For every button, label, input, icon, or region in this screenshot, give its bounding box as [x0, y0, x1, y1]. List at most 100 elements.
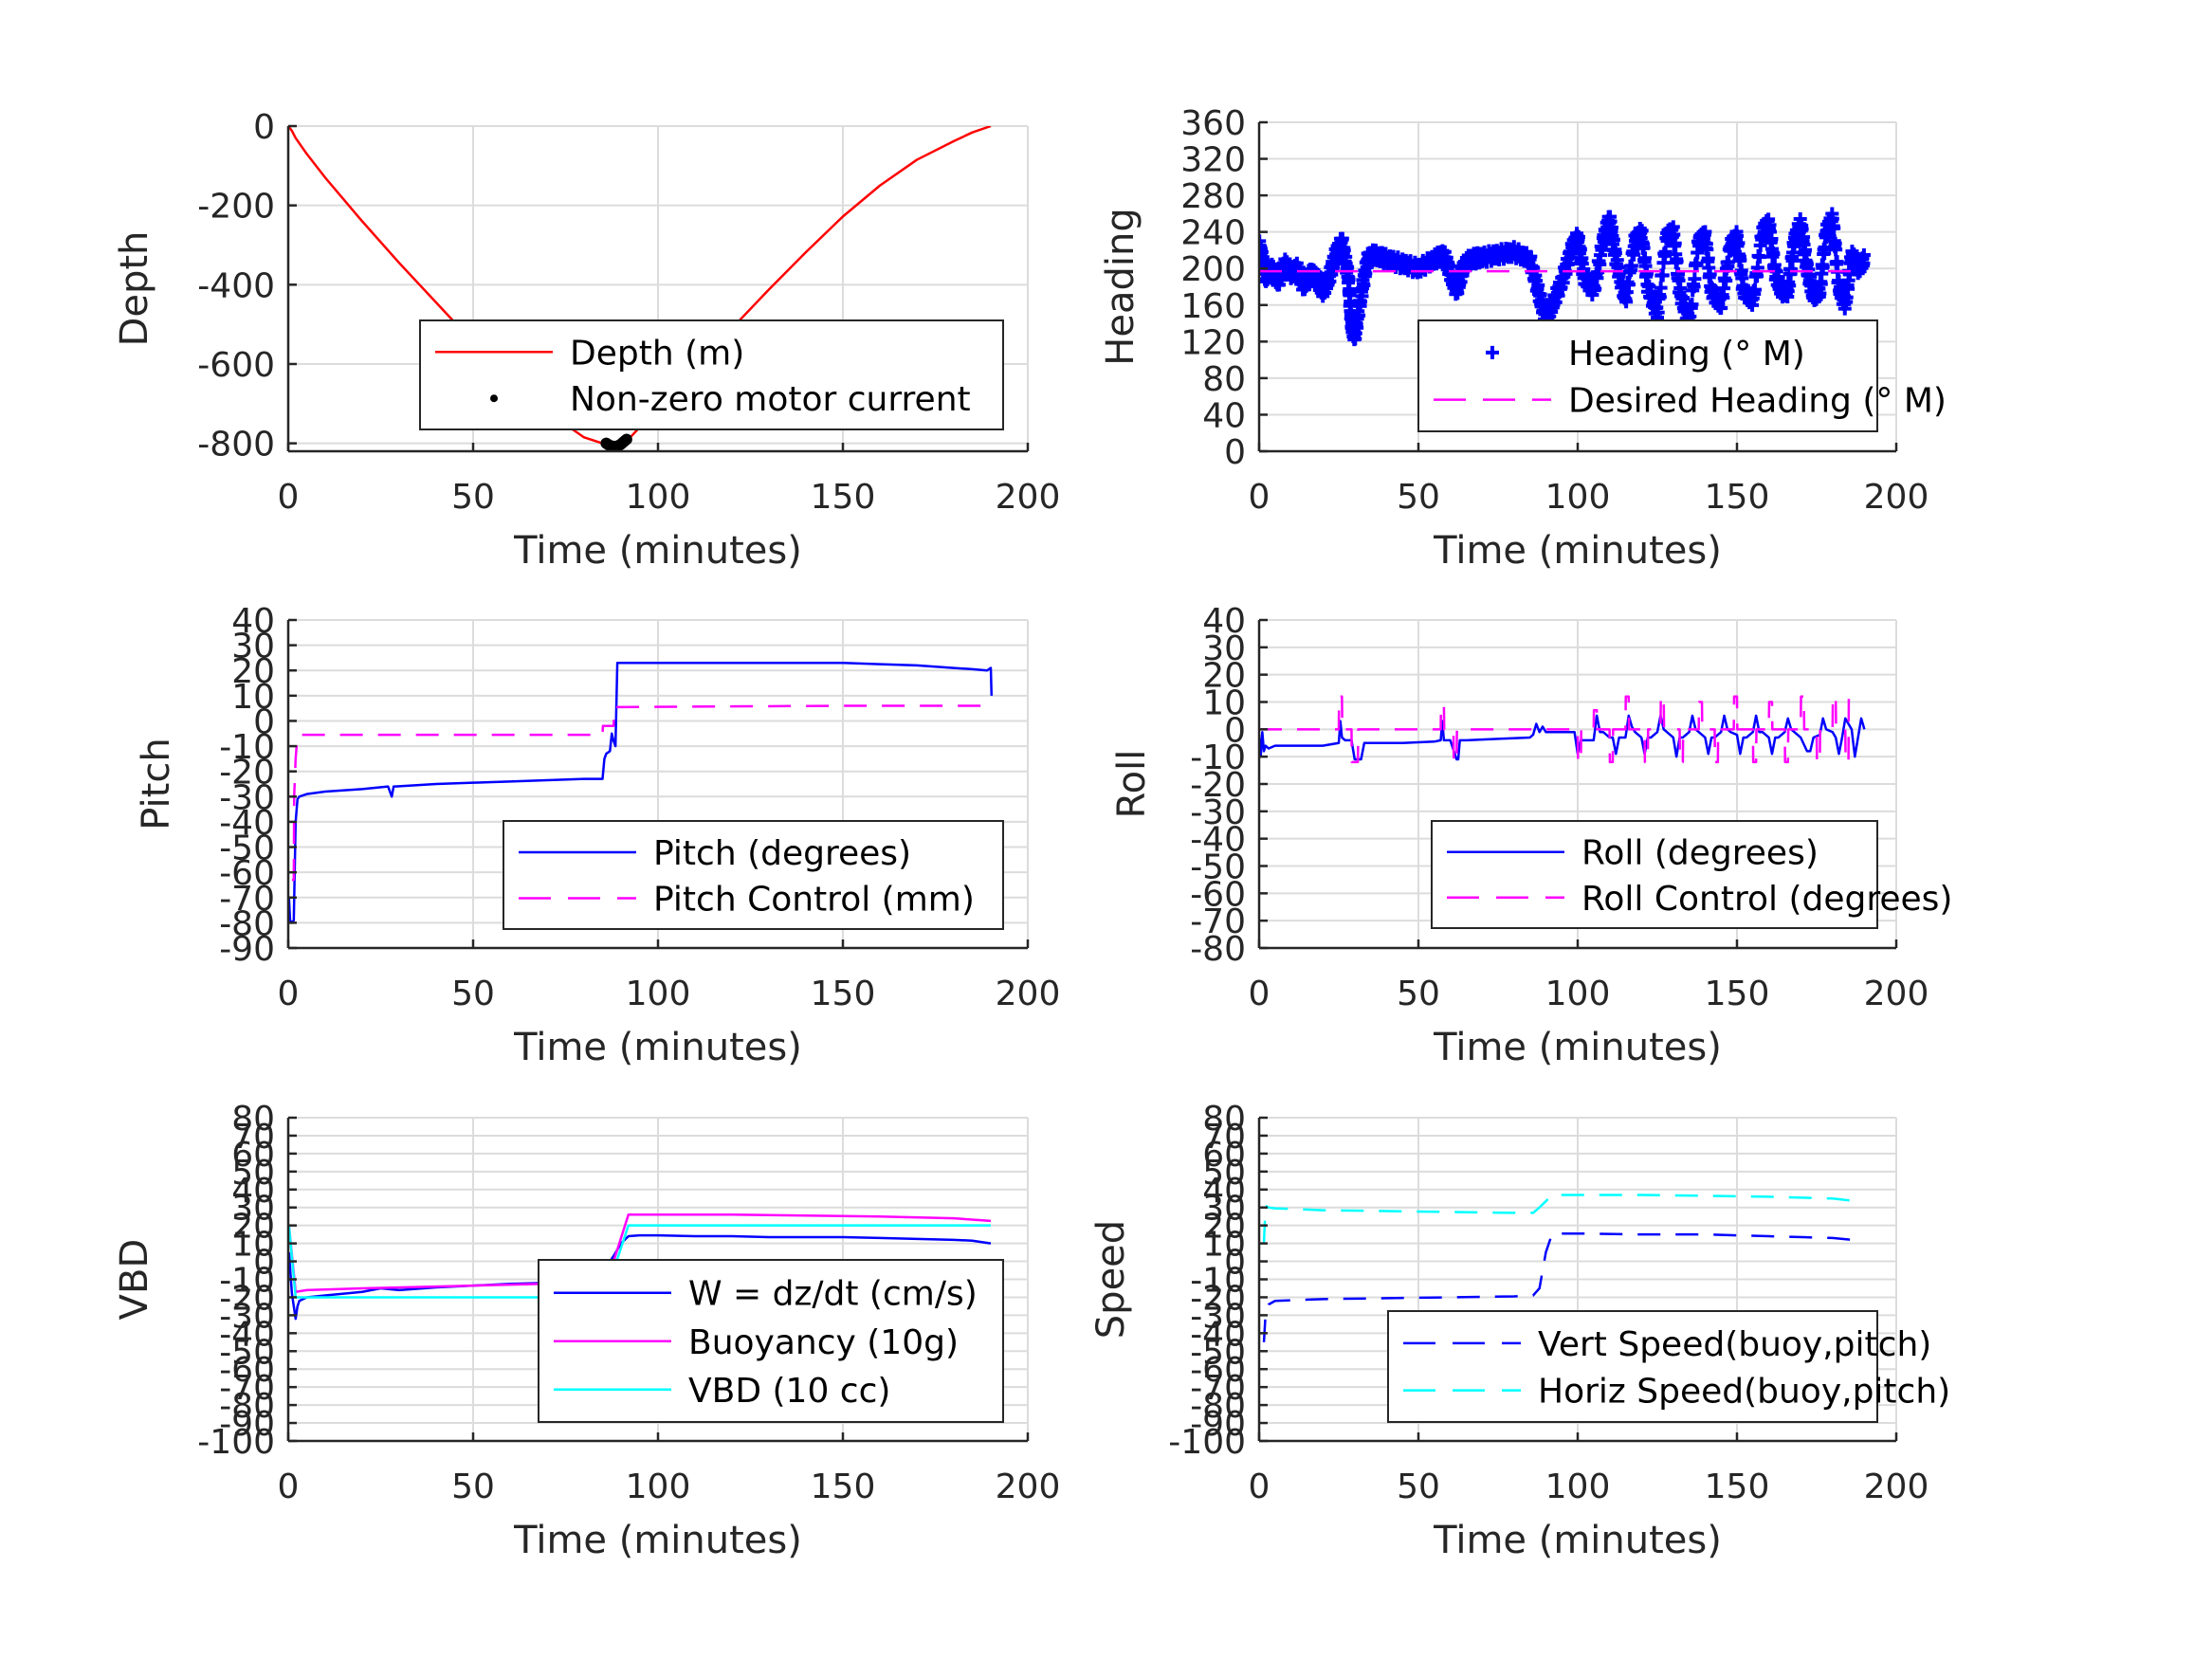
y-tick-label: 40	[1202, 396, 1246, 435]
y-axis-label: VBD	[113, 1239, 156, 1321]
y-tick-label: 0	[1224, 433, 1246, 472]
y-axis-label: Depth	[113, 231, 156, 347]
legend-entry: Vert Speed(buoy,pitch)	[1538, 1325, 1931, 1364]
x-tick-label: 100	[626, 975, 691, 1013]
y-tick-label: -10	[219, 728, 275, 767]
vbd-legend: W = dz/dt (cm/s) Buoyancy (10g) VBD (10 cc…	[538, 1259, 1004, 1423]
heading-series-heading-m-point	[1658, 245, 1673, 259]
legend-entry: Depth (m)	[570, 334, 744, 373]
legend-entry: Pitch (degrees)	[653, 834, 911, 873]
y-tick-label: -60	[219, 1351, 275, 1390]
legend-swatch	[1486, 345, 1499, 359]
x-tick-label: 50	[1397, 975, 1440, 1013]
y-tick-label: 0	[253, 1244, 275, 1283]
x-axis-label: Time (minutes)	[1433, 1519, 1722, 1562]
y-tick-label: -40	[219, 1315, 275, 1354]
y-tick-label: -600	[197, 346, 275, 385]
y-tick-label: 40	[231, 602, 275, 641]
depth-axes: 0 50 100 150 200 0 -200 -400 -600 -800 Time (minut…	[113, 108, 1060, 573]
roll-legend: Roll (degrees) Roll Control (degrees)	[1431, 820, 1952, 929]
y-tick-label: 10	[231, 1226, 275, 1265]
pitch-series-pitch-control-mm-line	[291, 704, 991, 882]
x-tick-label: 50	[1397, 1468, 1440, 1506]
heading-series-heading-m-point	[1827, 221, 1841, 235]
x-tick-label: 50	[451, 1468, 495, 1506]
depth-legend: Depth (m) Non-zero motor current	[419, 319, 1004, 430]
y-tick-label: -40	[1190, 821, 1246, 860]
y-tick-label: 40	[1202, 1172, 1246, 1211]
y-tick-label: -20	[1190, 766, 1246, 805]
y-tick-label: -10	[1190, 1262, 1246, 1301]
heading-series-heading-m-point	[1651, 305, 1665, 319]
x-tick-label: 150	[1705, 1468, 1770, 1506]
heading-series-heading-m-point	[1635, 224, 1649, 238]
legend-entry: Buoyancy (10g)	[688, 1323, 959, 1362]
y-tick-label: 200	[1180, 250, 1246, 289]
y-tick-label: -90	[1190, 1405, 1246, 1444]
y-tick-label: -50	[219, 1333, 275, 1372]
heading-series-heading-m-point	[1655, 268, 1670, 283]
roll-series-roll-degrees-line	[1259, 714, 1866, 761]
x-tick-label: 0	[278, 478, 300, 517]
y-axis-label: Pitch	[135, 738, 178, 830]
y-tick-label: 10	[1202, 684, 1246, 723]
legend-entry: Horiz Speed(buoy,pitch)	[1538, 1373, 1950, 1412]
x-tick-label: 150	[1705, 975, 1770, 1013]
x-tick-label: 150	[811, 975, 876, 1013]
y-tick-label: -80	[1190, 1387, 1246, 1426]
y-tick-label: -400	[197, 266, 275, 305]
roll-axes: 0 50 100 150 200403020100-10-20-30-40-50-60-…	[1110, 602, 1952, 1069]
legend-box	[1387, 1310, 1878, 1423]
y-tick-label: 80	[1202, 360, 1246, 399]
pitch-plot-area	[288, 661, 994, 924]
y-tick-label: 80	[1202, 1100, 1246, 1139]
y-axis-label: Speed	[1089, 1220, 1133, 1339]
speed-legend: Vert Speed(buoy,pitch) Horiz Speed(buoy,p…	[1387, 1310, 1950, 1423]
y-tick-label: 40	[231, 1172, 275, 1211]
y-axis-label: Roll	[1110, 750, 1154, 819]
x-tick-label: 0	[1249, 1468, 1271, 1506]
x-tick-label: 200	[996, 478, 1061, 517]
y-tick-label: 50	[1202, 1154, 1246, 1193]
heading-series-heading-m-point	[1688, 272, 1702, 286]
heading-series-heading-m-point	[1731, 236, 1746, 250]
x-tick-label: 0	[1249, 478, 1271, 517]
legend-box	[503, 820, 1004, 930]
vbd-axes: 0 50 100 150 20080706050403020100-10-20-30-4…	[113, 1100, 1060, 1562]
y-tick-label: 80	[231, 1100, 275, 1139]
x-tick-label: 200	[1864, 1468, 1929, 1506]
y-tick-label: -20	[219, 754, 275, 793]
y-tick-label: 160	[1180, 287, 1246, 326]
y-tick-label: 70	[1202, 1118, 1246, 1157]
legend-swatch	[490, 394, 498, 403]
x-tick-label: 50	[451, 478, 495, 517]
y-tick-label: 0	[253, 702, 275, 741]
x-tick-label: 50	[451, 975, 495, 1013]
heading-series-heading-m-point	[1703, 267, 1717, 282]
y-tick-label: -70	[219, 880, 275, 919]
y-tick-label: -70	[219, 1369, 275, 1408]
y-tick-label: -30	[219, 1297, 275, 1336]
legend-box	[419, 319, 1004, 430]
heading-legend: Heading (° M) Desired Heading (° M)	[1417, 319, 1947, 432]
y-tick-label: 10	[1202, 1226, 1246, 1265]
heading-plot-area	[1259, 207, 1871, 347]
x-axis-label: Time (minutes)	[1433, 529, 1722, 573]
x-tick-label: 0	[278, 1468, 300, 1506]
heading-series-heading-m-point	[1624, 259, 1638, 273]
y-tick-label: 20	[231, 652, 275, 691]
x-tick-label: 150	[811, 478, 876, 517]
y-tick-label: -10	[1190, 738, 1246, 777]
y-tick-label: -90	[219, 930, 275, 969]
y-tick-label: 360	[1180, 104, 1246, 143]
x-tick-label: 100	[1545, 478, 1611, 517]
heading-series-heading-m-point	[1588, 282, 1602, 296]
y-tick-label: -70	[1190, 1369, 1246, 1408]
y-axis-label: Heading	[1099, 208, 1143, 365]
heading-series-heading-m-point	[1670, 254, 1684, 268]
heading-series-heading-m-point	[1816, 259, 1830, 273]
pitch-series-pitch-degrees-line	[288, 661, 994, 924]
pitch-legend: Pitch (degrees) Pitch Control (mm)	[503, 820, 1004, 930]
x-axis-label: Time (minutes)	[1433, 1026, 1722, 1069]
